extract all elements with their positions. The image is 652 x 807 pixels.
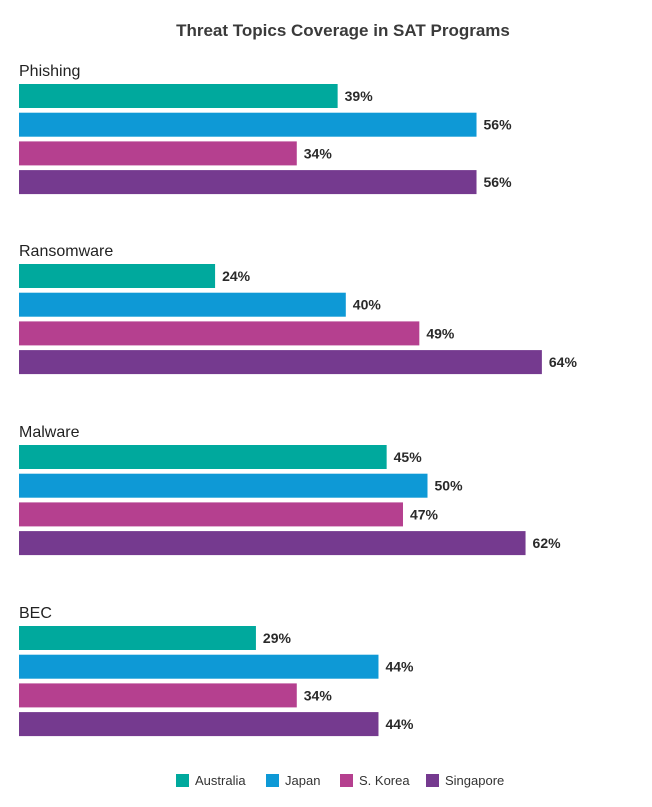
data-label: 50%	[435, 478, 464, 494]
chart-title: Threat Topics Coverage in SAT Programs	[176, 21, 510, 40]
data-label: 45%	[394, 449, 423, 465]
data-label: 64%	[549, 354, 578, 370]
legend-swatch	[176, 774, 189, 787]
bar	[19, 321, 420, 346]
bar	[19, 445, 387, 469]
data-label: 56%	[484, 174, 513, 190]
bar	[19, 683, 297, 708]
legend-label: Japan	[285, 773, 320, 788]
bar	[19, 712, 379, 737]
bar	[19, 654, 379, 679]
bar	[19, 264, 216, 288]
data-label: 40%	[353, 297, 382, 313]
data-label: 34%	[304, 145, 333, 161]
bar	[19, 473, 428, 498]
category-group: Ransomware 24% 40% 49% 64%	[19, 243, 578, 375]
category-label: Ransomware	[19, 243, 113, 260]
chart-legend: Australia Japan S. Korea Singapore	[176, 773, 504, 788]
bar	[19, 112, 477, 137]
data-label: 39%	[345, 88, 374, 104]
bar	[19, 626, 256, 650]
data-label: 49%	[426, 325, 455, 341]
data-label: 62%	[533, 535, 562, 551]
legend-label: S. Korea	[359, 773, 410, 788]
bar	[19, 170, 477, 195]
legend-label: Australia	[195, 773, 246, 788]
data-label: 56%	[484, 117, 513, 133]
data-label: 44%	[385, 659, 414, 675]
category-group: BEC 29% 44% 34% 44%	[19, 605, 414, 737]
bar	[19, 350, 542, 375]
legend-swatch	[340, 774, 353, 787]
legend-swatch	[426, 774, 439, 787]
category-label: Phishing	[19, 63, 80, 80]
data-label: 29%	[263, 630, 292, 646]
legend-label: Singapore	[445, 773, 504, 788]
data-label: 47%	[410, 506, 439, 522]
category-group: Malware 45% 50% 47% 62%	[19, 424, 562, 556]
chart-plot-area: Phishing 39% 56% 34% 56% Ransomware 24% 40% 49% 6…	[19, 63, 578, 737]
data-label: 34%	[304, 687, 333, 703]
bar	[19, 141, 297, 166]
data-label: 44%	[385, 716, 414, 732]
category-label: BEC	[19, 605, 52, 622]
bar	[19, 84, 338, 108]
bar	[19, 531, 526, 556]
bar	[19, 502, 403, 527]
legend-swatch	[266, 774, 279, 787]
category-group: Phishing 39% 56% 34% 56%	[19, 63, 513, 195]
data-label: 24%	[222, 268, 251, 284]
bar	[19, 292, 346, 317]
category-label: Malware	[19, 424, 80, 441]
